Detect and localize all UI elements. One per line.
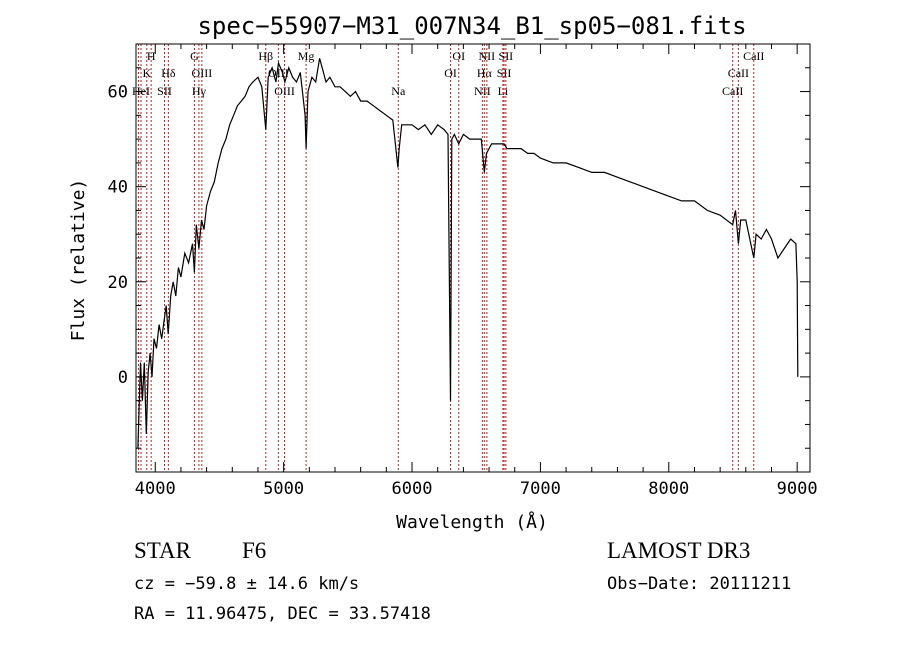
axes: 4000 5000 6000 7000 8000 9000 0 20 40 60 xyxy=(108,43,818,499)
y-axis-label: Flux (relative) xyxy=(68,179,89,342)
line-marker-label: SII xyxy=(499,49,514,63)
line-marker-label: G xyxy=(190,49,199,63)
x-tick-label: 6000 xyxy=(392,479,433,499)
line-marker-label: NII xyxy=(479,49,496,63)
line-marker-label: Hδ xyxy=(161,66,176,80)
x-tick-label: 7000 xyxy=(520,479,561,499)
line-marker-label: H xyxy=(147,49,156,63)
line-marker-label: Hα xyxy=(477,66,493,80)
line-marker-label: NII xyxy=(474,84,491,98)
spectrum-series xyxy=(137,58,799,449)
spectrum-line xyxy=(137,58,799,449)
line-marker-label: CaII xyxy=(743,49,764,63)
line-marker-label: Hβ xyxy=(258,49,273,63)
line-marker-label: SII xyxy=(497,66,512,80)
x-tick-label: 8000 xyxy=(648,479,689,499)
x-tick-label: 9000 xyxy=(777,479,818,499)
line-markers: HeIKHSIIHδGHγOIIIHβOIIIOIIIMgNaOIOINIIHα… xyxy=(132,44,764,472)
line-marker-label: OI xyxy=(452,49,465,63)
y-tick-label: 40 xyxy=(108,178,128,198)
coordinates: RA = 11.96475, DEC = 33.57418 xyxy=(134,604,431,624)
object-subclass: F6 xyxy=(242,538,267,563)
line-marker-label: Mg xyxy=(298,49,315,63)
y-tick-label: 20 xyxy=(108,273,128,293)
line-marker-label: Li xyxy=(498,84,509,98)
x-axis-label: Wavelength (Å) xyxy=(396,511,548,533)
line-marker-label: Na xyxy=(391,84,406,98)
observation-date: Obs−Date: 20111211 xyxy=(607,574,792,594)
x-tick-label: 5000 xyxy=(263,479,304,499)
survey-name: LAMOST DR3 xyxy=(607,538,751,563)
line-marker-label: CaII xyxy=(728,66,749,80)
line-marker-label: OIII xyxy=(274,84,295,98)
redshift-velocity: cz = −59.8 ± 14.6 km/s xyxy=(134,574,360,594)
line-marker-label: K xyxy=(142,66,151,80)
line-marker-label: OIII xyxy=(192,66,213,80)
x-tick-label: 4000 xyxy=(135,479,176,499)
line-marker-label: OI xyxy=(444,66,457,80)
y-tick-label: 0 xyxy=(118,368,128,388)
line-marker-label: CaII xyxy=(722,84,743,98)
line-marker-label: SII xyxy=(157,84,172,98)
chart-title: spec−55907−M31_007N34_B1_sp05−081.fits xyxy=(197,12,746,40)
object-class: STAR xyxy=(134,538,191,563)
line-marker-label: HeI xyxy=(132,84,150,98)
plot-frame xyxy=(135,43,811,473)
y-tick-label: 60 xyxy=(108,83,128,103)
line-marker-label: Hγ xyxy=(192,84,207,98)
